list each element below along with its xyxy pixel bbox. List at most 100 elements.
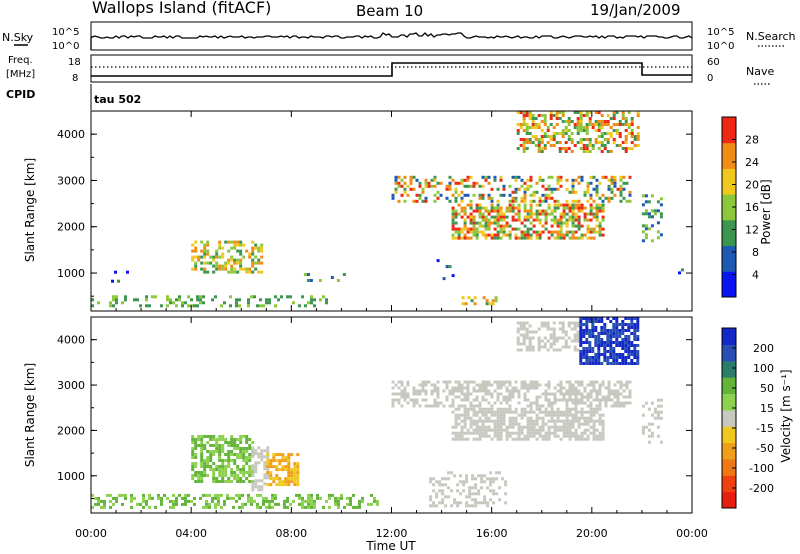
echo-cell — [505, 407, 509, 411]
echo-cell — [589, 181, 593, 185]
echo-cell — [574, 224, 578, 228]
echo-cell — [436, 380, 440, 384]
echo-cell — [206, 450, 210, 453]
echo-cell — [547, 184, 551, 188]
echo-cell — [262, 499, 265, 503]
echo-cell — [636, 335, 640, 338]
echo-cell — [481, 212, 485, 216]
echo-cell — [627, 147, 631, 150]
echo-cell — [114, 270, 117, 274]
echo-cell — [517, 175, 521, 179]
echo-cell — [480, 486, 484, 490]
echo-cell — [460, 383, 464, 387]
echo-cell — [239, 453, 243, 456]
echo-cell — [242, 435, 246, 438]
echo-cell — [535, 431, 539, 435]
echo-cell — [203, 471, 207, 474]
echo-cell — [263, 467, 267, 471]
echo-cell — [197, 255, 201, 259]
echo-cell — [481, 233, 485, 237]
echo-cell — [535, 218, 539, 222]
echo-cell — [454, 187, 458, 191]
echo-cell — [532, 218, 536, 222]
echo-cell — [251, 471, 255, 474]
echo-cell — [474, 492, 478, 496]
echo-cell — [582, 353, 586, 356]
echo-cell — [202, 295, 205, 299]
echo-cell — [577, 209, 581, 213]
echo-cell — [208, 493, 211, 497]
echo-cell — [641, 431, 645, 435]
echo-cell — [481, 383, 485, 387]
echo-cell — [517, 203, 521, 207]
echo-cell — [475, 233, 479, 237]
echo-cell — [619, 383, 623, 387]
echo-cell — [574, 398, 578, 402]
echo-cell — [224, 468, 228, 471]
echo-cell — [459, 474, 463, 478]
echo-cell — [191, 249, 195, 253]
echo-cell — [418, 181, 422, 185]
echo-cell — [200, 465, 204, 468]
echo-cell — [199, 496, 202, 500]
echo-cell — [537, 348, 541, 352]
echo-cell — [260, 243, 264, 247]
echo-cell — [474, 477, 478, 481]
echo-cell — [522, 129, 526, 132]
echo-region — [436, 259, 455, 281]
echo-cell — [493, 425, 497, 429]
echo-cell — [603, 326, 607, 329]
echo-cell — [499, 434, 503, 438]
echo-cell — [505, 395, 509, 399]
echo-cell — [571, 236, 575, 240]
echo-cell — [525, 147, 529, 150]
echo-cell — [397, 175, 401, 179]
echo-cell — [592, 199, 596, 203]
echo-cell — [576, 117, 580, 120]
echo-cell — [609, 338, 613, 341]
echo-cell — [325, 499, 328, 503]
echo-cell — [209, 468, 213, 471]
echo-cell — [579, 111, 583, 114]
echo-cell — [499, 218, 503, 222]
echo-cell — [166, 304, 169, 308]
echo-cell — [647, 440, 651, 444]
echo-cell — [514, 227, 518, 231]
echo-cell — [247, 493, 250, 497]
echo-cell — [260, 249, 264, 253]
echo-cell — [194, 447, 198, 450]
echo-cell — [547, 236, 551, 240]
echo-cell — [197, 258, 201, 262]
echo-cell — [511, 419, 515, 423]
echo-cell — [490, 203, 494, 207]
echo-cell — [588, 362, 592, 365]
echo-cell — [451, 215, 455, 219]
echo-cell — [493, 175, 497, 179]
echo-cell — [337, 505, 340, 509]
echo-cell — [585, 150, 589, 153]
echo-cell — [589, 395, 593, 399]
echo-cell — [508, 407, 512, 411]
echo-cell — [296, 465, 300, 469]
echo-cell — [236, 438, 240, 441]
echo-cell — [475, 236, 479, 240]
echo-cell — [565, 407, 569, 411]
echo-cell — [254, 243, 258, 247]
echo-cell — [472, 437, 476, 441]
echo-cell — [221, 474, 225, 477]
echo-cell — [496, 199, 500, 203]
echo-cell — [565, 410, 569, 414]
echo-cell — [487, 221, 491, 225]
echo-cell — [553, 401, 557, 405]
echo-cell — [543, 132, 547, 135]
echo-cell — [589, 196, 593, 200]
echo-cell — [577, 383, 581, 387]
echo-cell — [394, 383, 398, 387]
echo-cell — [298, 304, 301, 308]
echo-cell — [615, 341, 619, 344]
echo-cell — [481, 193, 485, 197]
echo-cell — [544, 434, 548, 438]
echo-cell — [580, 209, 584, 213]
echo-cell — [251, 485, 255, 489]
echo-cell — [251, 261, 255, 265]
